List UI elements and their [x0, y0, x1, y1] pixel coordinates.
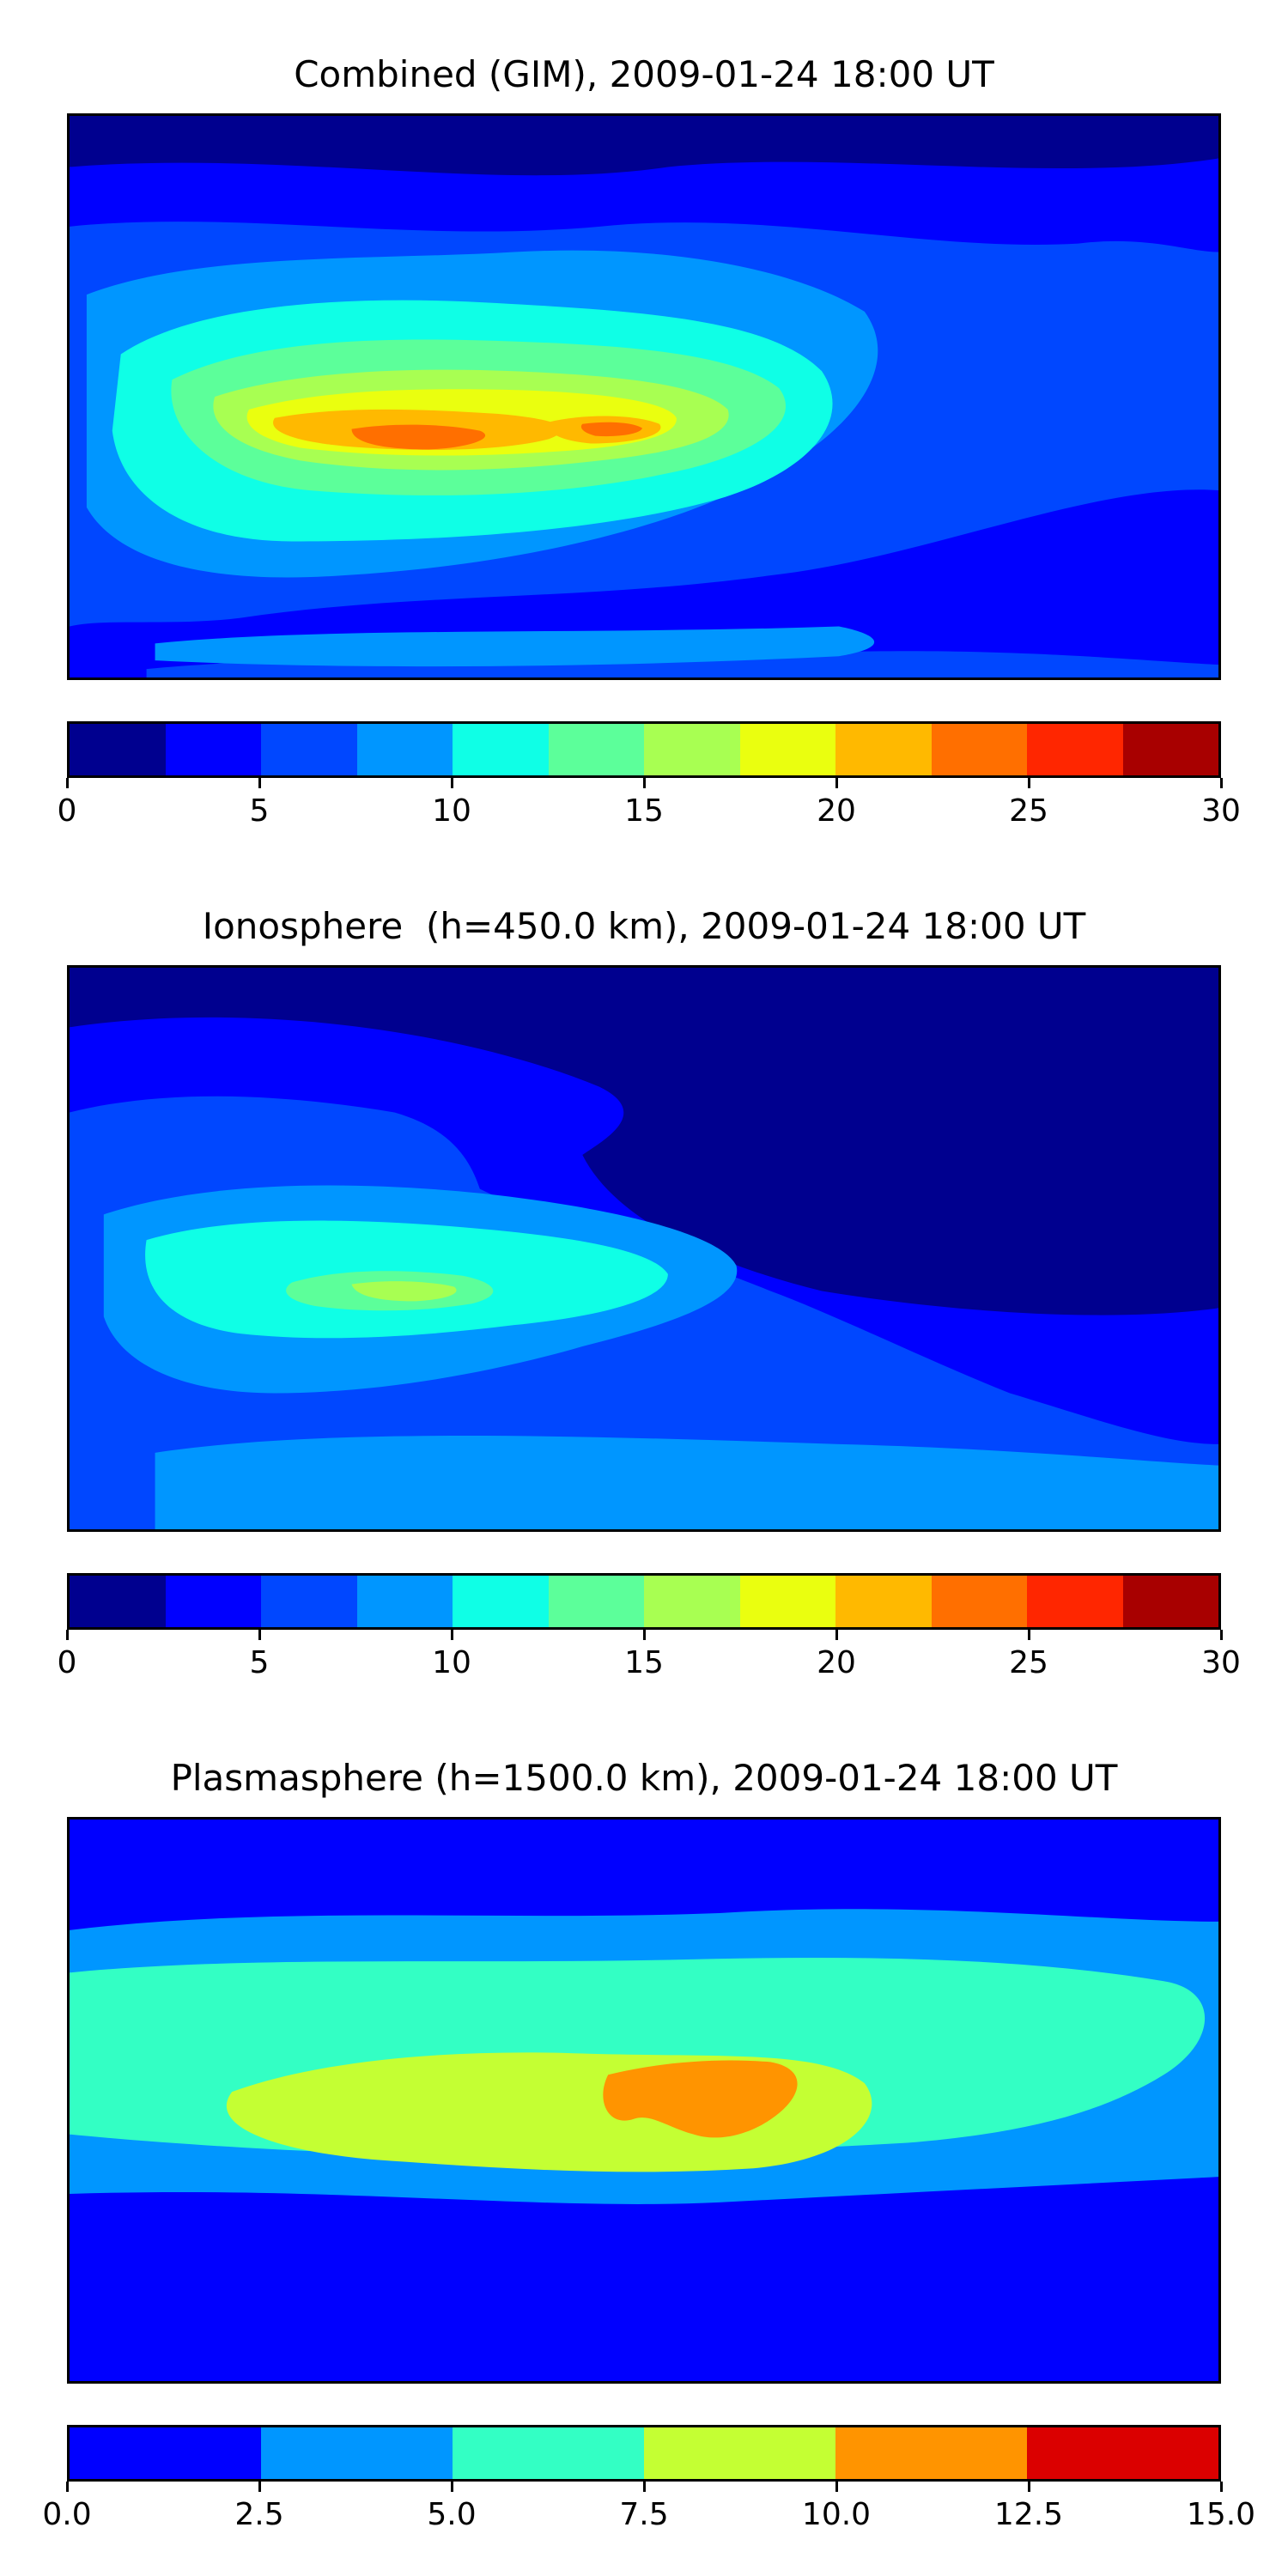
colorbar-swatch: [356, 724, 453, 775]
tick-label: 25: [1009, 793, 1048, 829]
panel-3-map-svg: [70, 1820, 1218, 2381]
tick-label: 15.0: [1186, 2497, 1256, 2532]
panel-2-colorbar-ticks: 0 5 10 15 20 25 30: [58, 1630, 1241, 1681]
colorbar-swatch: [548, 724, 644, 775]
panel-1-map-svg: [70, 116, 1218, 677]
panel-2-map: [67, 965, 1221, 1532]
tick-label: 30: [1201, 1645, 1241, 1680]
tick-label: 10: [432, 1645, 471, 1680]
colorbar-swatch: [453, 1576, 549, 1627]
colorbar-swatch: [1122, 1576, 1218, 1627]
colorbar-swatch: [70, 724, 166, 775]
band-4: [603, 2060, 798, 2138]
colorbar-swatch: [835, 724, 932, 775]
colorbar-swatch: [644, 724, 740, 775]
panel-1-title: Combined (GIM), 2009-01-24 18:00 UT: [294, 53, 994, 95]
panel-2-title: Ionosphere (h=450.0 km), 2009-01-24 18:0…: [202, 905, 1086, 947]
colorbar-swatch: [1027, 1576, 1123, 1627]
tick-label: 20: [817, 793, 856, 829]
tick-label: 25: [1009, 1645, 1048, 1680]
colorbar-swatch: [70, 2427, 261, 2479]
colorbar-swatch: [1027, 2427, 1218, 2479]
panel-3-colorbar-ticks: 0.0 2.5 5.0 7.5 10.0 12.5 15.0: [42, 2482, 1255, 2533]
tick-label: 12.5: [993, 2497, 1064, 2532]
panel-1-colorbar-ticks: 0 5 10 15 20 25 30: [58, 778, 1241, 829]
tick-label: 5.0: [427, 2497, 477, 2532]
colorbar-swatch: [739, 1576, 835, 1627]
colorbar-swatch: [739, 724, 835, 775]
tick-label: 20: [817, 1645, 856, 1680]
tick-label: 0: [57, 793, 77, 829]
tick-label: 5: [249, 1645, 270, 1680]
colorbar-swatch: [644, 1576, 740, 1627]
tick-label: 0.0: [42, 2497, 92, 2532]
colorbar-swatch: [835, 2427, 1027, 2479]
colorbar-swatch: [835, 1576, 932, 1627]
panel-3-map: [67, 1817, 1221, 2384]
tick-label: 10: [432, 793, 471, 829]
colorbar-swatch: [931, 1576, 1027, 1627]
colorbar-swatch: [931, 724, 1027, 775]
tick-label: 15: [624, 1645, 664, 1680]
colorbar-swatch: [1027, 724, 1123, 775]
panel-1-colorbar: [67, 721, 1221, 778]
colorbar-swatch: [165, 1576, 261, 1627]
band-9: [351, 422, 643, 450]
panel-2-map-svg: [70, 968, 1218, 1529]
colorbar-swatch: [453, 724, 549, 775]
colorbar-swatch: [548, 1576, 644, 1627]
colorbar-swatch: [70, 1576, 166, 1627]
colorbar-swatch: [261, 724, 357, 775]
tick-label: 10.0: [801, 2497, 872, 2532]
panel-3-colorbar: [67, 2425, 1221, 2482]
colorbar-swatch: [356, 1576, 453, 1627]
colorbar-swatch: [261, 1576, 357, 1627]
panel-2-colorbar: [67, 1573, 1221, 1630]
colorbar-swatch: [1122, 724, 1218, 775]
tick-label: 5: [249, 793, 270, 829]
colorbar-swatch: [453, 2427, 644, 2479]
colorbar-swatch: [261, 2427, 453, 2479]
tick-label: 30: [1201, 793, 1241, 829]
panel-1-map: [67, 113, 1221, 680]
band-6: [351, 1281, 457, 1302]
colorbar-swatch: [644, 2427, 835, 2479]
tick-label: 0: [57, 1645, 77, 1680]
tick-label: 7.5: [619, 2497, 669, 2532]
tick-label: 2.5: [234, 2497, 284, 2532]
colorbar-swatch: [165, 724, 261, 775]
panel-3-title: Plasmasphere (h=1500.0 km), 2009-01-24 1…: [170, 1757, 1118, 1799]
tick-label: 15: [624, 793, 664, 829]
